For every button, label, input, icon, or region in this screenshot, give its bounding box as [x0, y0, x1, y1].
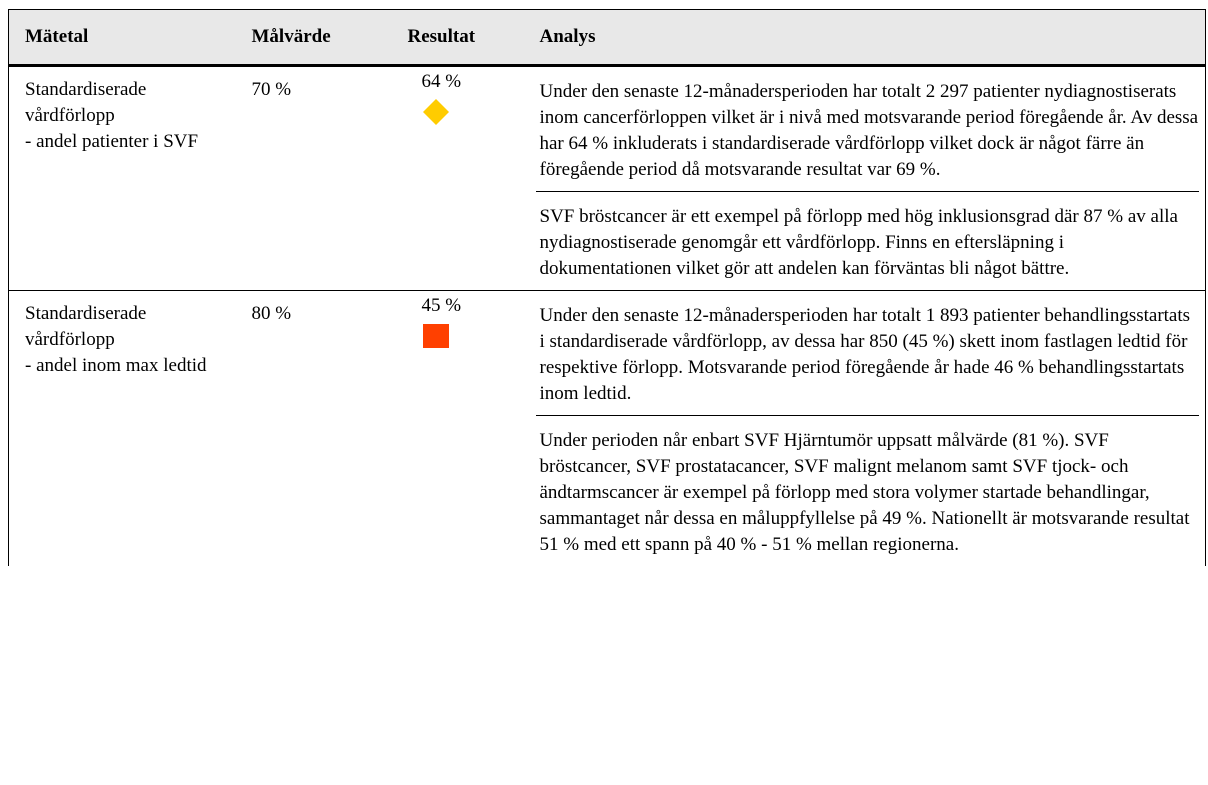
header-row: Mätetal Målvärde Resultat Analys	[8, 9, 1206, 67]
metric-line: - andel inom max ledtid	[25, 355, 207, 376]
metric-cell: Standardiserade vårdförlopp - andel inom …	[8, 290, 236, 566]
row: Standardiserade vårdförlopp - andel patie…	[8, 65, 1206, 291]
analysis-paragraph: Under den senaste 12-månadersperioden ha…	[539, 81, 1199, 180]
metric-line: Standardiserade vårdförlopp	[25, 303, 147, 350]
analysis-cell: Under den senaste 12-månadersperioden ha…	[535, 290, 1206, 566]
result-cell: 64 %	[391, 65, 536, 291]
header-cell: Målvärde	[235, 9, 392, 67]
metric-cell: Standardiserade vårdförlopp - andel patie…	[8, 65, 236, 291]
target-cell: 80 %	[251, 303, 292, 324]
result: 45 %	[421, 295, 462, 316]
analysis-paragraph: Under perioden når enbart SVF Hjärntumör…	[535, 415, 1199, 566]
result: 64 %	[421, 71, 462, 92]
header-cell: Mätetal	[8, 9, 236, 67]
status-diamond	[422, 99, 449, 125]
target-cell: 70 %	[235, 65, 392, 291]
status-square	[422, 324, 449, 348]
metric-line: - andel patienter i SVF	[25, 131, 199, 152]
result-cell: 45 %	[392, 291, 536, 567]
analysis-paragraph: SVF bröstcancer är ett exempel på förlop…	[535, 191, 1199, 290]
metric-line: Standardiserade vårdförlopp	[25, 79, 147, 126]
metrics-table: Mätetal Målvärde Resultat Analys Standar…	[8, 9, 1206, 566]
header-cell: Analys	[535, 9, 1206, 67]
row: Standardiserade vårdförlopp - andel inom …	[8, 290, 1206, 567]
header-cell: Resultat	[391, 9, 536, 67]
analysis-paragraph: Under den senaste 12-månadersperioden ha…	[539, 305, 1191, 404]
analysis-cell: Under den senaste 12-månadersperioden ha…	[535, 65, 1206, 291]
